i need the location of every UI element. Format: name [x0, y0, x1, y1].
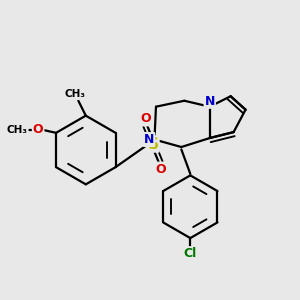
- Text: O: O: [140, 112, 151, 125]
- Text: CH₃: CH₃: [7, 125, 28, 135]
- Text: O: O: [33, 123, 44, 136]
- Text: S: S: [148, 136, 158, 152]
- Text: CH₃: CH₃: [65, 89, 86, 99]
- Text: O: O: [155, 163, 166, 176]
- Text: N: N: [144, 133, 154, 146]
- Text: N: N: [205, 95, 215, 108]
- Text: Cl: Cl: [184, 247, 197, 260]
